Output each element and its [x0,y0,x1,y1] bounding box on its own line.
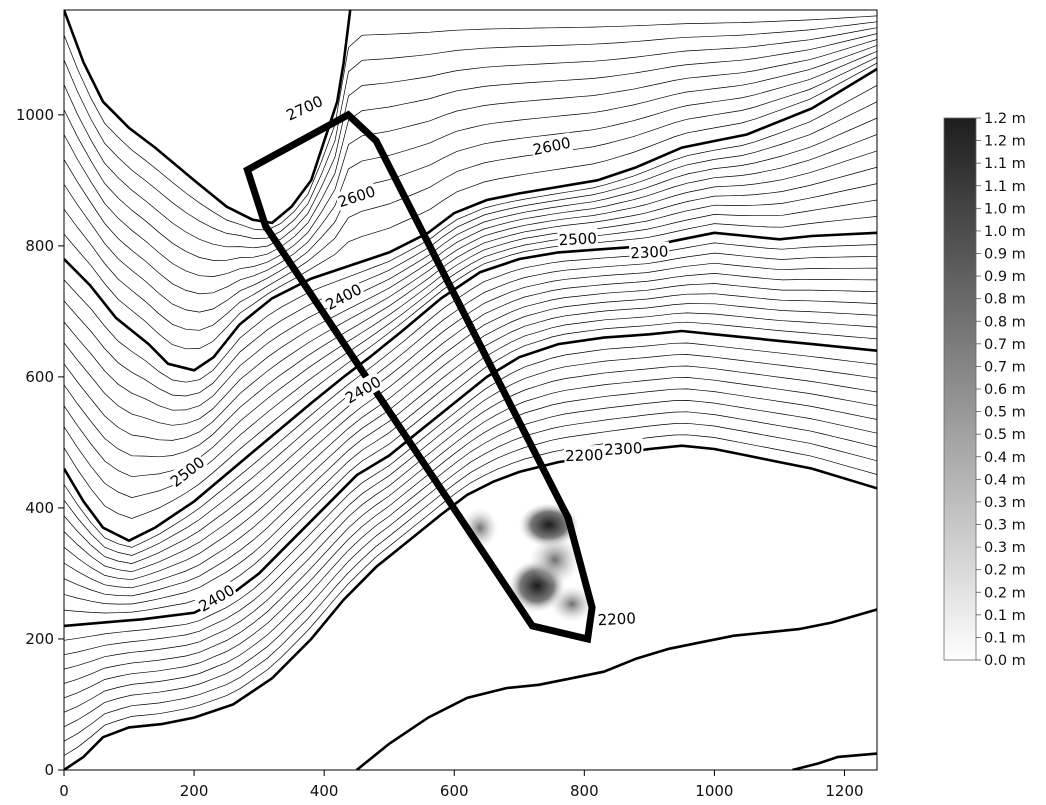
legend-label: 0.9 m [984,247,1026,263]
minor-contour [64,45,877,295]
x-tick-label: 1200 [825,782,863,800]
minor-contour [64,303,877,597]
legend-label: 0.3 m [984,540,1026,556]
legend-label: 0.7 m [984,337,1026,353]
minor-contour [64,134,877,426]
legend-label: 1.1 m [984,156,1026,172]
contour-label: 2200 [597,609,636,629]
colorbar-gradient [943,117,977,661]
legend-label: 1.2 m [984,111,1026,127]
minor-contour [64,293,877,589]
y-axis: 0 200 400 600 800 1000 [16,106,64,779]
legend-label: 0.2 m [984,563,1026,579]
legend-label: 0.1 m [984,630,1026,646]
y-tick-label: 600 [25,368,54,386]
legend-label: 1.1 m [984,179,1026,195]
minor-contour [64,117,877,411]
legend-label: 0.6 m [984,382,1026,398]
contour-2300 [64,444,877,770]
minor-contour [64,422,877,742]
minor-contour [64,166,877,458]
legend-label: 1.0 m [984,201,1026,217]
legend-label: 0.5 m [984,405,1026,421]
deposit-patch [550,586,594,622]
x-tick-label: 200 [180,782,209,800]
minor-contour [64,252,877,556]
minor-contour [64,150,877,441]
minor-contour-lines [64,15,877,756]
minor-contour [64,411,877,728]
contour-label: 2500 [558,229,597,249]
minor-contour [64,27,877,249]
y-tick-label: 800 [25,237,54,255]
index-contour-lines [64,10,877,770]
legend-label: 0.8 m [984,314,1026,330]
minor-contour [64,312,877,605]
minor-contour [64,39,877,277]
x-tick-label: 800 [570,782,599,800]
legend-colorbar: 1.2 m 1.2 m 1.1 m 1.1 m 1.0 m 1.0 m 0.9 m 0.9 m… [943,111,1026,669]
minor-contour [64,388,877,699]
minor-contour [64,216,877,519]
plot-area: 2700260026002500250024002400240023002300… [63,9,878,771]
minor-contour [64,365,877,670]
x-tick-label: 400 [310,782,339,800]
minor-contour [64,15,877,231]
legend-label: 0.3 m [984,495,1026,511]
x-tick-label: 1000 [695,782,733,800]
minor-contour [64,400,877,713]
minor-contour [64,434,877,756]
minor-contour [64,262,877,564]
y-tick-label: 200 [25,630,54,648]
legend-label: 0.9 m [984,269,1026,285]
legend-label: 0.3 m [984,518,1026,534]
minor-contour [64,62,877,350]
legend-label: 0.1 m [984,608,1026,624]
y-tick-label: 400 [25,499,54,517]
y-tick-label: 0 [44,761,54,779]
minor-contour [64,242,877,548]
y-tick-label: 1000 [16,106,54,124]
minor-contour [64,354,877,656]
x-axis: 0 200 400 600 800 1000 1200 [59,770,864,800]
contour-2700 [64,10,352,225]
contour-2100 [792,752,877,770]
legend-label: 0.5 m [984,427,1026,443]
legend-label: 1.0 m [984,224,1026,240]
legend-label: 0.2 m [984,585,1026,601]
x-tick-label: 600 [440,782,469,800]
minor-contour [64,283,877,581]
contour-label: 2300 [630,242,669,262]
minor-contour [64,342,877,641]
contour-2200 [355,608,877,770]
study-area-polygon [243,110,596,644]
x-tick-label: 0 [59,782,69,800]
deposit-patch [530,535,580,585]
legend-label: 0.0 m [984,653,1026,669]
contour-label: 2200 [565,446,604,465]
legend-label: 1.2 m [984,134,1026,150]
legend-label: 0.7 m [984,359,1026,375]
minor-contour [64,84,877,383]
legend-label: 0.4 m [984,450,1026,466]
contour-label: 2300 [604,439,643,459]
minor-contour [64,50,877,313]
legend-label: 0.4 m [984,472,1026,488]
contour-2500 [64,231,877,543]
contour-2600 [64,67,877,372]
minor-contour [64,21,877,239]
minor-contour [64,377,877,684]
legend-label: 0.8 m [984,292,1026,308]
minor-contour [64,33,877,261]
minor-contour [64,56,877,331]
minor-contour [64,101,877,397]
